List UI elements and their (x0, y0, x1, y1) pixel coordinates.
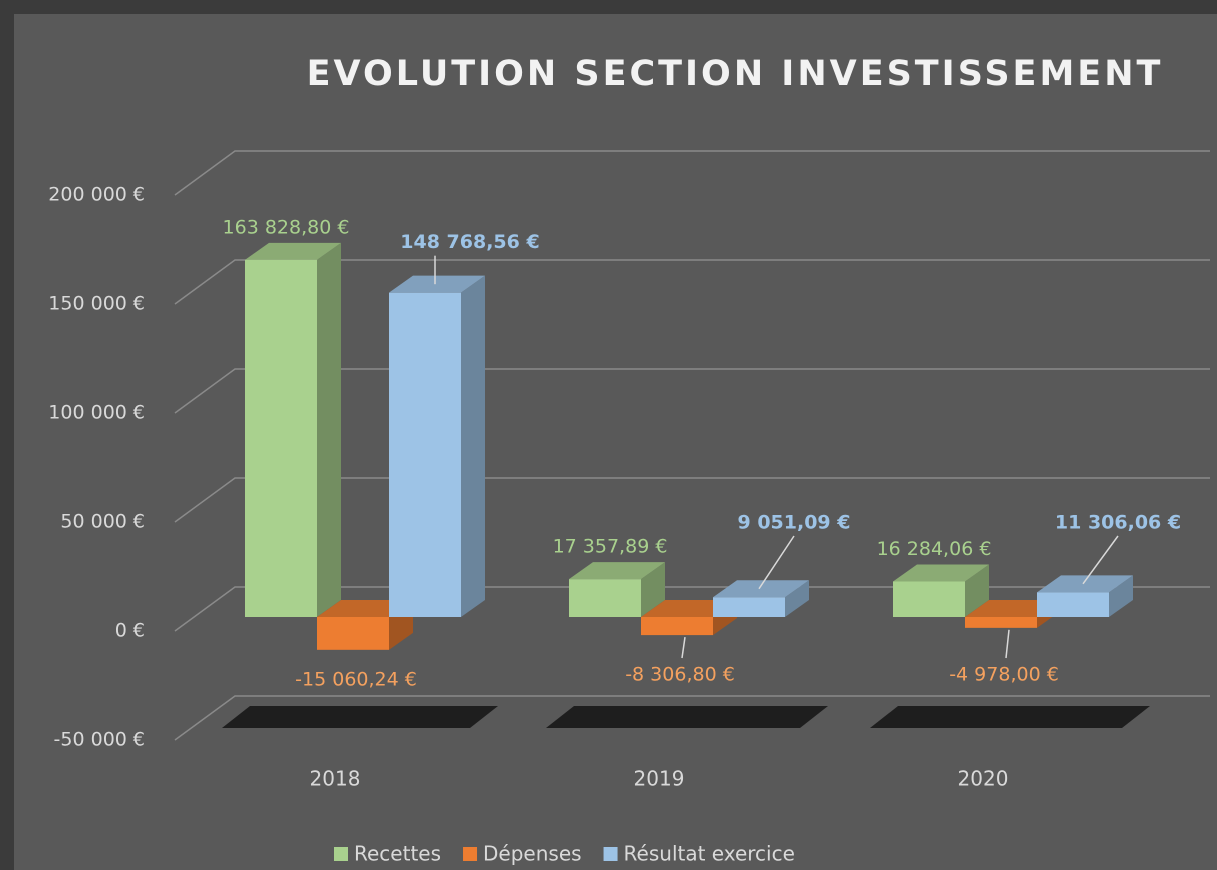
grid-line (174, 150, 1210, 196)
bar-front (1037, 592, 1109, 617)
y-tick-label: 50 000 € (60, 511, 145, 533)
data-label: 11 306,06 € (1055, 512, 1181, 534)
data-label: -4 978,00 € (949, 664, 1059, 686)
bar-front (893, 581, 965, 617)
chart-title: EVOLUTION SECTION INVESTISSEMENT (307, 54, 1164, 94)
legend-swatch (463, 847, 478, 861)
grid-line (174, 586, 1210, 632)
bar-front (317, 617, 389, 650)
bar-side (965, 564, 989, 617)
bar-top (1037, 575, 1133, 593)
data-label: -15 060,24 € (295, 668, 417, 690)
bar-front (569, 579, 641, 617)
bar-top (893, 564, 989, 582)
bar-front (713, 597, 785, 617)
bar (569, 562, 665, 617)
data-label: 16 284,06 € (877, 538, 992, 560)
leader-line (1082, 535, 1119, 585)
bar (1037, 575, 1133, 617)
legend-label: Recettes (354, 842, 441, 866)
legend-label: Résultat exercice (624, 842, 795, 866)
data-label: 148 768,56 € (400, 231, 539, 253)
x-tick-label: 2018 (310, 767, 361, 791)
shadows (222, 706, 1150, 728)
x-tick-label: 2020 (958, 767, 1009, 791)
bar (245, 242, 341, 617)
bar-side (785, 580, 809, 617)
data-label: 9 051,09 € (738, 512, 851, 534)
y-tick-label: 100 000 € (48, 402, 145, 424)
y-tick-label: 150 000 € (48, 293, 145, 315)
grid-line (174, 477, 1210, 523)
bar-top (569, 562, 665, 580)
y-tick-label: 0 € (115, 620, 145, 642)
bar-side (641, 562, 665, 617)
bar-front (389, 292, 461, 617)
y-tick-label: -50 000 € (54, 729, 145, 751)
bar (713, 580, 809, 617)
bar-side (461, 275, 485, 617)
data-label: -8 306,80 € (625, 664, 735, 686)
grid-line (174, 368, 1210, 414)
bar-front (641, 617, 713, 636)
grid-line (174, 695, 1210, 741)
data-label: 163 828,80 € (223, 216, 350, 238)
bar-top (245, 242, 341, 260)
bar-top (713, 580, 809, 598)
bar-side (317, 242, 341, 617)
leader-line (1005, 629, 1010, 659)
leader-line (758, 535, 795, 590)
x-tick-label: 2019 (634, 767, 685, 791)
bar-side (1109, 575, 1133, 617)
legend-swatch (603, 847, 618, 861)
grid-line (174, 259, 1210, 305)
data-label: 17 357,89 € (553, 536, 668, 558)
chart-panel (14, 14, 1217, 870)
bar (893, 564, 989, 617)
bar-front (965, 617, 1037, 628)
bar-front (245, 259, 317, 617)
bar (389, 275, 485, 617)
legend-label: Dépenses (483, 842, 582, 866)
bar-top (389, 275, 485, 293)
leader-line (681, 637, 686, 659)
y-tick-label: 200 000 € (48, 184, 145, 206)
legend-swatch (334, 847, 348, 861)
